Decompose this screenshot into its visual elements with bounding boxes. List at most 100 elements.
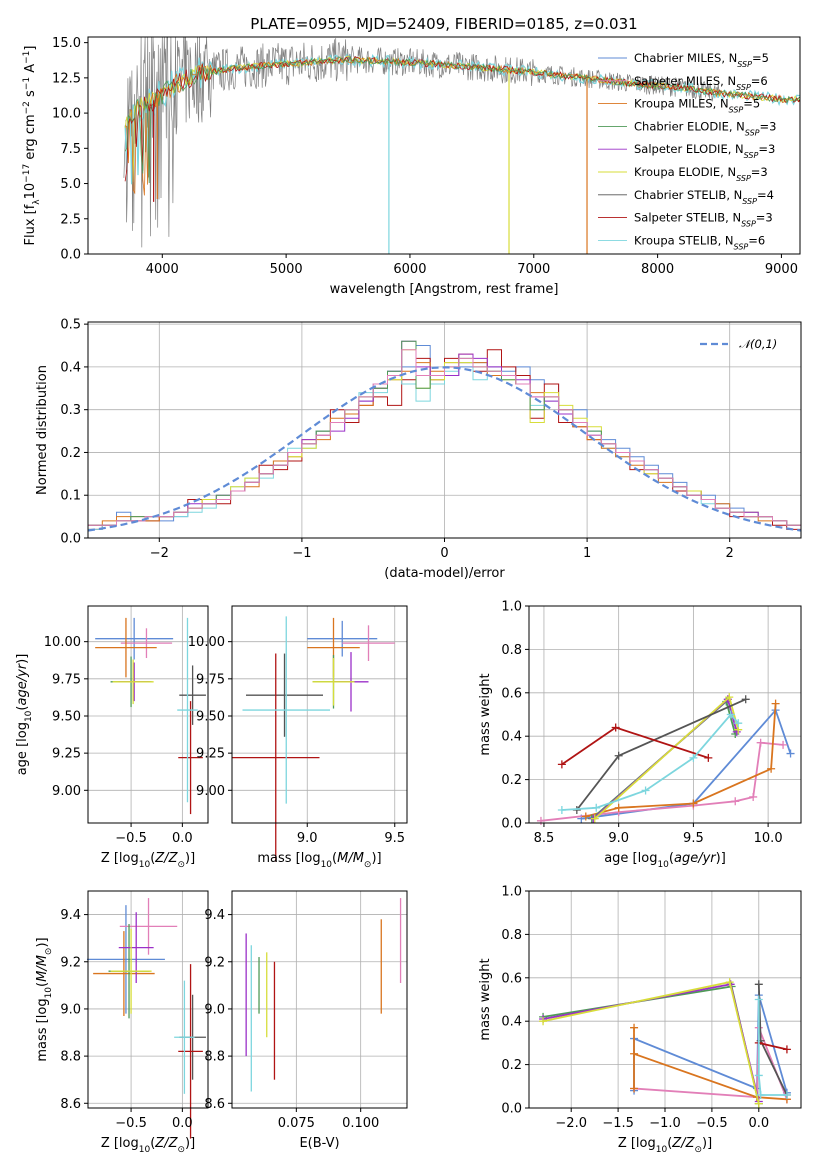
label-part: 10 <box>656 1145 668 1155</box>
label-part: ⊙ <box>44 948 54 956</box>
panel-mass-weight-vs-Z: −2.0 −1.5 −1.0 −0.5 0.0 0.0 0.2 0.4 0.6 0.8 1.0 Z [… <box>478 885 802 1155</box>
y-tick-label: 12.5 <box>52 71 81 86</box>
plus-marker <box>725 693 734 702</box>
x-tick-label: 0.0 <box>748 1116 769 1131</box>
weight-series-salpeter-miles <box>630 1023 791 1104</box>
label-part: ⊙ <box>177 1145 185 1155</box>
panel-mass-vs-Z: −0.5 0.08.68.89.09.29.4Z [log10(Z/Z⊙)]mas… <box>35 890 209 1155</box>
plus-marker <box>611 723 620 732</box>
label-part: ⊙ <box>364 860 372 870</box>
label-part: ( <box>15 706 30 711</box>
x-tick-label: 7000 <box>517 262 550 277</box>
legend-entry: Chabrier ELODIE, NSSP=3 <box>634 119 776 137</box>
legend-entry-text: Chabrier ELODIE, N <box>634 119 745 133</box>
label-part: ⊙ <box>694 1145 702 1155</box>
weight-series-salpeter-miles <box>536 738 788 825</box>
label-part: ( <box>332 851 337 866</box>
errorbar-point-chabrier-miles <box>86 905 165 1014</box>
y-tick-label: 9.50 <box>196 709 225 724</box>
y-tick-label: 8.8 <box>60 1050 81 1065</box>
plus-marker <box>630 1084 639 1093</box>
y-tick-label: 9.00 <box>196 784 225 799</box>
label-part: Flux [f <box>23 204 38 245</box>
label-part: )] <box>716 851 726 866</box>
y-axis-label: mass [log10(M/M⊙)] <box>35 937 54 1061</box>
y-tick-label: 0.2 <box>501 773 522 788</box>
y-tick-label: 10.0 <box>52 107 81 122</box>
weight-line <box>757 999 787 1096</box>
panel-mass-vs-EBV: 0.075 0.100 8.6 8.8 9.0 9.2 9.4 E(B-V) <box>204 890 408 1151</box>
label-part: ( <box>667 1136 672 1151</box>
weight-line <box>633 1027 788 1100</box>
y-tick-label: 0.2 <box>501 1058 522 1073</box>
y-tick-label: 10.00 <box>44 635 81 650</box>
weight-series-kroupa-miles <box>630 1023 791 1104</box>
y-tick-label: 1.0 <box>501 885 522 900</box>
legend-entry: Salpeter ELODIE, NSSP=3 <box>634 142 775 160</box>
plus-marker <box>786 749 795 758</box>
label-part: M/M <box>35 955 50 982</box>
label-part: age [log <box>604 851 657 866</box>
x-tick-label: −2 <box>150 546 169 561</box>
label-part: Z [log <box>101 851 139 866</box>
plus-marker <box>557 760 566 769</box>
plus-marker <box>557 805 566 814</box>
y-tick-label: 0.4 <box>501 1015 522 1030</box>
y-axis-label: Flux [fλ10−17 erg cm−2 s−1 A−1] <box>22 46 42 246</box>
weight-line <box>576 698 747 811</box>
x-tick-label: 9.0 <box>608 831 629 846</box>
label-part: 10 <box>23 183 38 200</box>
label-part: −1 <box>22 51 32 64</box>
plus-marker <box>731 797 740 806</box>
label-part: ( <box>669 851 674 866</box>
label-part: wavelength [Angstrom, rest frame] <box>330 282 559 297</box>
errorbar-point-chabrier-miles <box>307 620 378 657</box>
y-tick-label: 0.8 <box>501 928 522 943</box>
x-tick-label: 9.5 <box>683 831 704 846</box>
label-part: 10 <box>657 860 669 870</box>
y-tick-label: 9.4 <box>60 908 81 923</box>
plus-marker <box>689 753 698 762</box>
y-tick-label: 2.5 <box>60 212 81 227</box>
label-part: 10 <box>24 710 34 722</box>
legend-entry: Salpeter MILES, NSSP=6 <box>634 74 768 92</box>
legend-entry-count: =3 <box>760 119 777 133</box>
legend-entry: 𝒩(0,1) <box>739 337 777 351</box>
label-part: 10 <box>44 987 54 999</box>
x-tick-label: −0.5 <box>696 1116 728 1131</box>
legend-entry-text: Kroupa MILES, N <box>634 97 729 111</box>
label-part: ] <box>23 46 38 51</box>
plus-marker <box>726 710 735 719</box>
weight-series-kroupa-stelib <box>754 995 791 1099</box>
legend-entry-subscript: SSP <box>741 219 756 228</box>
plus-marker <box>630 1049 639 1058</box>
x-tick-label: 1 <box>583 546 591 561</box>
spectrum-plot-area <box>123 37 800 254</box>
weight-line <box>542 983 760 1102</box>
legend-entry-subscript: SSP <box>736 82 751 91</box>
y-tick-label: 9.25 <box>196 747 225 762</box>
legend-entry-count: =5 <box>743 97 760 111</box>
legend-entry-subscript: SSP <box>745 128 760 137</box>
plus-marker <box>782 1090 791 1099</box>
axes-frame <box>231 890 408 1109</box>
y-tick-label: 0.4 <box>501 730 522 745</box>
label-part: age/yr <box>15 662 30 705</box>
plus-marker <box>725 978 734 987</box>
y-tick-label: 5.0 <box>60 177 81 192</box>
y-tick-label: 8.6 <box>60 1097 81 1112</box>
label-part: −1 <box>22 77 32 90</box>
legend-entry-text: Chabrier MILES, N <box>634 51 737 65</box>
axes-frame <box>87 605 209 824</box>
y-tick-label: 0.0 <box>60 248 81 263</box>
legend-entry-count: =3 <box>756 211 773 225</box>
weight-line <box>758 1042 788 1051</box>
legend-entry-text: Kroupa ELODIE, N <box>634 165 736 179</box>
weight-series-kroupa-miles <box>581 699 780 821</box>
label-part: )] <box>371 851 381 866</box>
axes-frame <box>528 605 802 824</box>
y-tick-label: 8.6 <box>204 1097 225 1112</box>
plus-marker <box>756 738 765 747</box>
